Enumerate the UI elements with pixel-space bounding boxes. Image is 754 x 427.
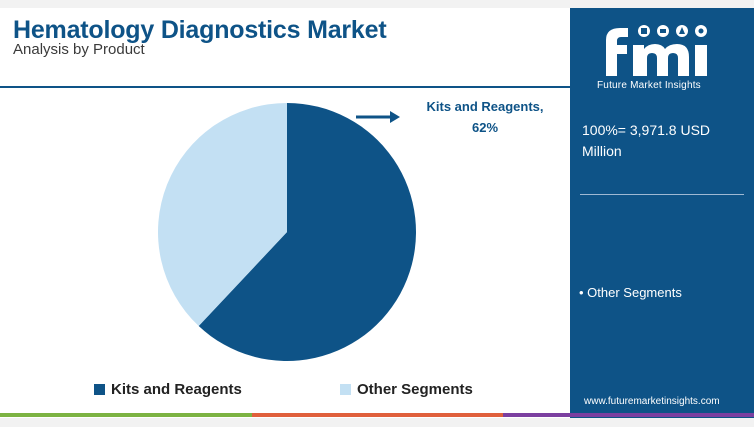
other-segments-label: • Other Segments [579, 285, 682, 300]
logo-caption: Future Market Insights [597, 80, 701, 91]
legend-swatch-kits [94, 384, 105, 395]
pie-slice-kits-and-reagents [198, 103, 416, 362]
page-title: Hematology Diagnostics Market [13, 16, 387, 44]
website-url[interactable]: www.futuremarketinsights.com [584, 396, 720, 407]
callout-category: Kits and Reagents, [426, 99, 544, 114]
legend-item-other-segments: Other Segments [340, 381, 473, 398]
bottom-bar-orange [252, 413, 503, 417]
market-total: 100%= 3,971.8 USD Million [582, 122, 711, 159]
pie-chart [157, 103, 416, 362]
title-divider [0, 86, 570, 88]
bottom-color-bar [0, 413, 754, 417]
fmi-logo [606, 25, 707, 76]
pie-callout-label: Kits and Reagents, 62% [405, 96, 565, 138]
legend-label-kits: Kits and Reagents [111, 381, 242, 398]
bottom-bar-green [0, 413, 252, 417]
pie-slice-other-segments [157, 103, 287, 327]
callout-arrow [356, 111, 400, 123]
side-panel: Future Market Insights 100%= 3,971.8 USD… [570, 8, 754, 418]
legend-label-other: Other Segments [357, 381, 473, 398]
legend-item-kits-and-reagents: Kits and Reagents [94, 381, 242, 398]
page-subtitle: Analysis by Product [13, 41, 145, 58]
panel-divider [580, 194, 744, 195]
bottom-bar-purple [503, 413, 754, 417]
legend-swatch-other [340, 384, 351, 395]
callout-value: 62% [471, 120, 499, 135]
